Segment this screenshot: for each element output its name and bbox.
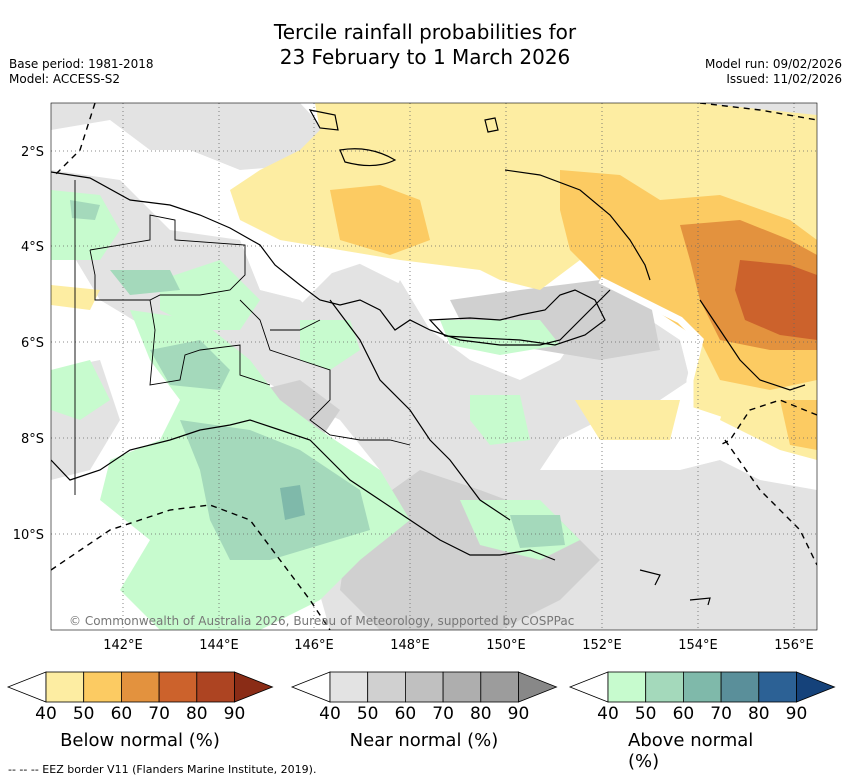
copyright-notice: © Commonwealth of Australia 2026, Bureau… bbox=[69, 614, 574, 628]
colorbar-above-title: Above normal (%) bbox=[628, 730, 754, 772]
colorbars bbox=[6, 671, 836, 703]
title-line-1: Tercile rainfall probabilities for bbox=[273, 20, 577, 44]
colorbar-tick-label: 50 bbox=[356, 704, 379, 724]
colorbar-tick-label: 60 bbox=[394, 704, 417, 724]
coastlines bbox=[51, 109, 806, 606]
longitude-label: 146°E bbox=[294, 638, 334, 653]
colorbar-lower-extension bbox=[290, 671, 331, 703]
colorbar-below-normal bbox=[6, 671, 274, 703]
latitude-label: 6°S bbox=[21, 336, 44, 351]
admin-borders bbox=[74, 180, 411, 495]
colorbar-near-title: Near normal (%) bbox=[349, 730, 499, 751]
colorbar-upper-extension bbox=[518, 671, 558, 703]
colorbar-segment bbox=[480, 671, 519, 703]
colorbar-segment bbox=[442, 671, 482, 703]
colorbar-tick-label: 40 bbox=[319, 704, 341, 724]
colorbar-tick-label: 80 bbox=[185, 704, 208, 724]
base-period: Base period: 1981-2018 bbox=[9, 57, 154, 71]
colorbar-segment bbox=[329, 671, 369, 703]
colorbar-segment bbox=[645, 671, 684, 703]
longitude-label: 152°E bbox=[582, 638, 622, 653]
longitude-labels: 142°E 144°E 146°E 148°E 150°E 152°E 154°E 156°E bbox=[103, 638, 814, 653]
colorbar-tick-label: 80 bbox=[747, 704, 770, 724]
category-boundaries bbox=[297, 256, 722, 424]
colorbar-segment bbox=[404, 671, 444, 703]
colorbar-segment bbox=[720, 671, 760, 703]
colorbar-tick-label: 50 bbox=[72, 704, 95, 724]
colorbar-segment bbox=[158, 671, 198, 703]
colorbar-above-normal bbox=[568, 671, 836, 703]
colorbar-near-normal bbox=[290, 671, 558, 703]
colorbar-segment bbox=[683, 671, 722, 703]
eez-footnote: -- -- -- EEZ border V11 (Flanders Marine… bbox=[8, 763, 317, 776]
colorbar-tick-label: 60 bbox=[672, 704, 695, 724]
map-frame bbox=[50, 102, 818, 631]
longitude-label: 142°E bbox=[103, 638, 143, 653]
metadata-left: Base period: 1981-2018 Model: ACCESS-S2 bbox=[9, 57, 154, 87]
longitude-label: 156°E bbox=[774, 638, 814, 653]
issued-date: Issued: 11/02/2026 bbox=[726, 72, 842, 86]
latitude-label: 4°S bbox=[21, 240, 44, 255]
colorbar-segment bbox=[758, 671, 797, 703]
colorbar-tick-label: 40 bbox=[597, 704, 619, 724]
colorbar-tick-label: 70 bbox=[710, 704, 732, 724]
model-name: Model: ACCESS-S2 bbox=[9, 72, 121, 86]
colorbar-segment bbox=[83, 671, 122, 703]
map-title: Tercile rainfall probabilities for 23 Fe… bbox=[0, 20, 850, 70]
latitude-labels: 2°S 4°S 6°S 8°S 10°S bbox=[13, 145, 44, 543]
colorbar-upper-extension bbox=[796, 671, 836, 703]
colorbar-tick-label: 90 bbox=[507, 704, 530, 724]
eez-borders bbox=[51, 103, 817, 630]
map-plot-area: © Commonwealth of Australia 2026, Bureau… bbox=[51, 103, 817, 630]
colorbar-tick-label: 80 bbox=[469, 704, 492, 724]
colorbar-tick-label: 70 bbox=[148, 704, 170, 724]
latitude-label: 8°S bbox=[21, 432, 44, 447]
colorbar-tick-label: 90 bbox=[785, 704, 808, 724]
latitude-label: 10°S bbox=[13, 528, 44, 543]
colorbar-tick-label: 70 bbox=[432, 704, 454, 724]
rainfall-map: © Commonwealth of Australia 2026, Bureau… bbox=[13, 102, 818, 653]
colorbar-tick-label: 40 bbox=[35, 704, 57, 724]
longitude-label: 154°E bbox=[678, 638, 718, 653]
title-line-2: 23 February to 1 March 2026 bbox=[279, 45, 571, 69]
below-normal-regions bbox=[51, 103, 817, 460]
longitude-label: 150°E bbox=[486, 638, 526, 653]
longitude-label: 144°E bbox=[199, 638, 239, 653]
colorbar-below-title: Below normal (%) bbox=[60, 730, 220, 751]
colorbar-lower-extension bbox=[6, 671, 47, 703]
colorbar-tick-label: 60 bbox=[110, 704, 133, 724]
metadata-right: Model run: 09/02/2026 Issued: 11/02/2026 bbox=[705, 57, 842, 87]
longitude-label: 148°E bbox=[390, 638, 430, 653]
colorbar-tick-label: 90 bbox=[223, 704, 246, 724]
colorbar-segment bbox=[121, 671, 160, 703]
colorbar-upper-extension bbox=[234, 671, 274, 703]
colorbar-segment bbox=[45, 671, 85, 703]
colorbar-segment bbox=[367, 671, 406, 703]
colorbar-segment bbox=[196, 671, 235, 703]
above-normal-regions bbox=[51, 190, 580, 630]
latitude-label: 2°S bbox=[21, 145, 44, 160]
model-run: Model run: 09/02/2026 bbox=[704, 57, 842, 71]
colorbar-segment bbox=[607, 671, 647, 703]
colorbar-lower-extension bbox=[568, 671, 609, 703]
colorbar-tick-label: 50 bbox=[634, 704, 657, 724]
